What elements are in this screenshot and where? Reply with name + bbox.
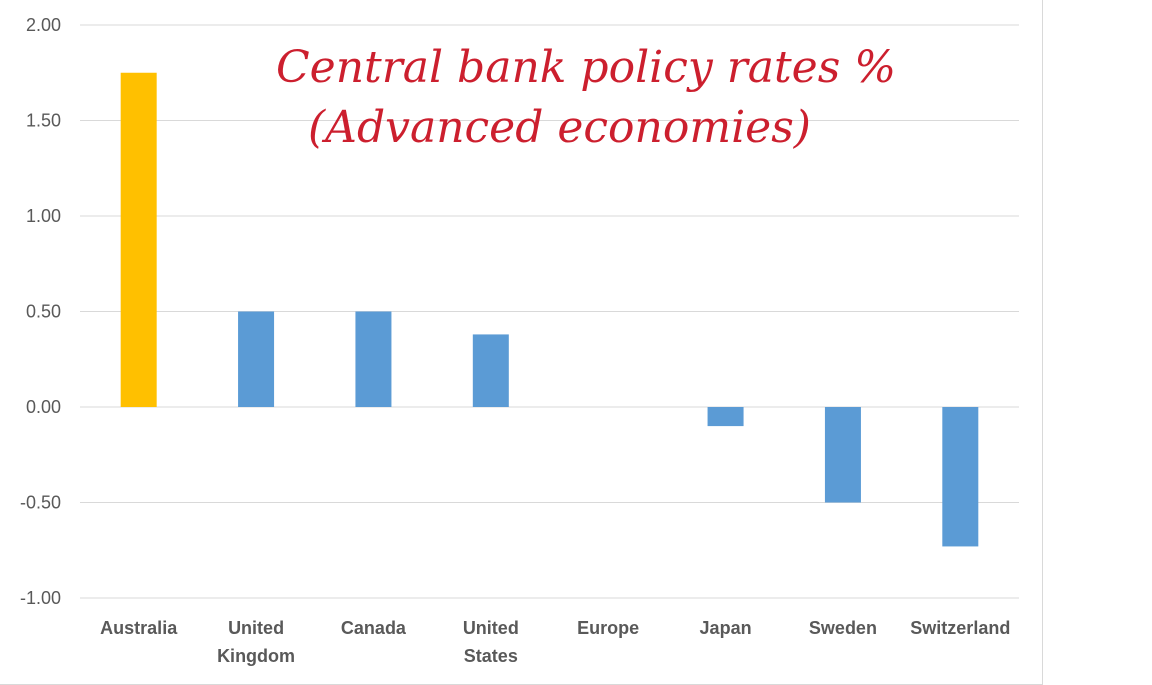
x-category-label: United [228,618,284,638]
y-tick-label: 1.00 [26,206,61,226]
x-category-label: United [463,618,519,638]
x-category-label: Switzerland [910,618,1010,638]
bar-chart: 2.00 1.50 1.00 0.50 0.00 -0.50 -1.00 Australia… [20,15,1019,666]
x-axis-category-labels: Australia United Kingdom Canada United States… [100,618,1010,666]
x-category-label: Australia [100,618,178,638]
chart-frame: 2.00 1.50 1.00 0.50 0.00 -0.50 -1.00 Australia… [0,0,1043,685]
y-tick-label: 0.00 [26,397,61,417]
bar [942,407,979,547]
handwritten-title: Central bank policy rates % (Advanced ec… [276,42,896,153]
x-category-label: Japan [700,618,752,638]
title-line-2: (Advanced economies) [308,102,811,153]
y-tick-label: 2.00 [26,15,61,35]
bar [472,334,509,407]
bar [355,311,392,407]
bars [120,72,979,547]
bar [238,311,275,407]
bar [707,407,744,427]
y-tick-label: -1.00 [20,588,61,608]
bar [120,72,157,407]
y-tick-label: -0.50 [20,493,61,513]
x-category-label: Europe [577,618,639,638]
x-category-label: Sweden [809,618,877,638]
x-category-label: States [464,646,518,666]
gridlines [80,24,1019,599]
y-tick-label: 0.50 [26,302,61,322]
bar [824,407,861,503]
title-line-1: Central bank policy rates % [276,42,896,93]
x-category-label: Canada [341,618,407,638]
y-tick-label: 1.50 [26,111,61,131]
x-category-label: Kingdom [217,646,295,666]
y-axis-tick-labels: 2.00 1.50 1.00 0.50 0.00 -0.50 -1.00 [20,15,61,608]
